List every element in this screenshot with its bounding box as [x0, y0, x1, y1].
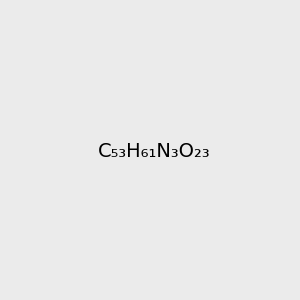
Text: C₅₃H₆₁N₃O₂₃: C₅₃H₆₁N₃O₂₃: [98, 142, 210, 161]
